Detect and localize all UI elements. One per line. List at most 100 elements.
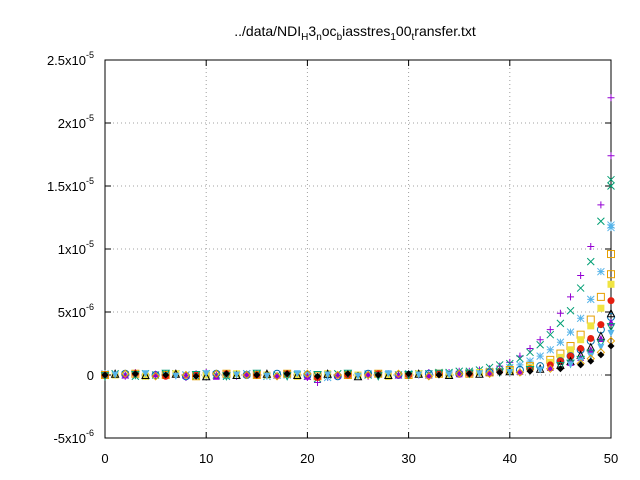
data-point xyxy=(201,371,211,381)
data-point xyxy=(536,336,544,344)
x-tick-label: 30 xyxy=(401,451,415,466)
data-point xyxy=(465,370,473,378)
data-point xyxy=(526,357,534,365)
data-point xyxy=(546,364,555,373)
data-point xyxy=(556,365,564,373)
data-point xyxy=(606,308,616,318)
data-point xyxy=(192,372,200,380)
data-point xyxy=(121,369,130,378)
y-tick-mantissa: 1x10 xyxy=(58,242,86,257)
data-point xyxy=(475,370,483,378)
data-point xyxy=(324,371,332,379)
data-point xyxy=(293,370,301,378)
data-point xyxy=(556,362,565,371)
title-part: ransfer.txt xyxy=(414,23,476,39)
x-tick-label: 10 xyxy=(199,451,213,466)
data-point xyxy=(587,322,595,330)
title-part: t xyxy=(412,32,415,43)
data-point xyxy=(526,348,534,357)
data-point xyxy=(363,370,373,380)
data-point xyxy=(546,363,554,371)
data-point xyxy=(263,372,271,380)
data-point xyxy=(577,271,585,279)
data-point xyxy=(496,368,504,376)
y-tick-exponent: -6 xyxy=(86,302,94,312)
data-point xyxy=(435,371,443,379)
data-point xyxy=(303,372,311,380)
y-tick-mantissa: 1.5x10 xyxy=(47,179,86,194)
x-tick-label: 20 xyxy=(300,451,314,466)
y-tick-label: 1.5x10-5 xyxy=(47,176,94,194)
data-point xyxy=(556,319,565,328)
data-point xyxy=(607,94,615,102)
data-point xyxy=(607,221,615,229)
data-point xyxy=(526,367,534,375)
title-part: 00 xyxy=(396,23,412,39)
data-point xyxy=(577,345,585,353)
data-point xyxy=(566,328,575,337)
data-point xyxy=(121,371,129,379)
data-point xyxy=(415,371,423,379)
data-point xyxy=(333,370,342,380)
data-point xyxy=(111,371,119,379)
data-point xyxy=(344,370,352,378)
data-point xyxy=(516,361,524,369)
data-point xyxy=(606,323,616,332)
title-part: oc xyxy=(322,23,337,39)
data-point xyxy=(587,352,595,360)
y-tick-labels: -5x10-605x10-61x10-51.5x10-52x10-52.5x10… xyxy=(47,50,94,446)
data-point xyxy=(546,345,555,354)
data-point xyxy=(577,357,585,365)
data-point xyxy=(576,284,585,292)
data-point xyxy=(222,370,230,378)
data-point xyxy=(515,368,525,377)
data-point xyxy=(597,201,605,209)
y-tick-label: 0 xyxy=(87,368,94,383)
y-tick-label: 2.5x10-5 xyxy=(47,50,94,68)
data-point xyxy=(526,345,534,353)
data-point xyxy=(141,370,150,379)
data-point xyxy=(141,370,149,378)
data-point xyxy=(597,351,605,359)
y-tick-exponent: -5 xyxy=(86,176,94,186)
data-point xyxy=(314,372,322,380)
y-tick-mantissa: 2x10 xyxy=(58,116,86,131)
title-part: iasstres xyxy=(342,23,390,39)
data-point xyxy=(283,370,291,378)
data-point xyxy=(597,343,605,351)
data-point xyxy=(607,175,615,184)
data-point xyxy=(586,315,595,324)
data-point xyxy=(587,242,595,250)
data-point xyxy=(202,370,210,378)
data-point xyxy=(586,257,595,266)
data-point xyxy=(424,372,434,381)
data-point xyxy=(607,329,615,337)
grid xyxy=(105,60,611,438)
y-tick-exponent: -5 xyxy=(86,239,94,249)
chart-title: ../data/NDIH3nocbiasstres100transfer.txt xyxy=(234,23,476,43)
data-points xyxy=(100,94,616,387)
data-point xyxy=(152,370,160,378)
data-point xyxy=(607,182,615,190)
data-point xyxy=(587,357,595,365)
data-point xyxy=(162,371,170,379)
title-part: H xyxy=(301,32,308,43)
data-point xyxy=(374,371,382,379)
data-point xyxy=(607,250,615,259)
y-tick-exponent: -6 xyxy=(86,428,94,438)
data-point xyxy=(577,336,585,344)
title-part: 1 xyxy=(390,32,396,43)
data-point xyxy=(303,369,312,378)
data-point xyxy=(607,297,615,305)
data-point xyxy=(243,370,251,378)
data-point xyxy=(596,339,606,349)
x-tick-label: 40 xyxy=(503,451,517,466)
data-point xyxy=(516,354,524,363)
title-part: n xyxy=(316,32,322,43)
data-point xyxy=(576,314,585,323)
x-tick-label: 0 xyxy=(101,451,108,466)
data-point xyxy=(394,371,402,379)
data-point xyxy=(516,367,524,375)
data-point xyxy=(597,321,605,329)
